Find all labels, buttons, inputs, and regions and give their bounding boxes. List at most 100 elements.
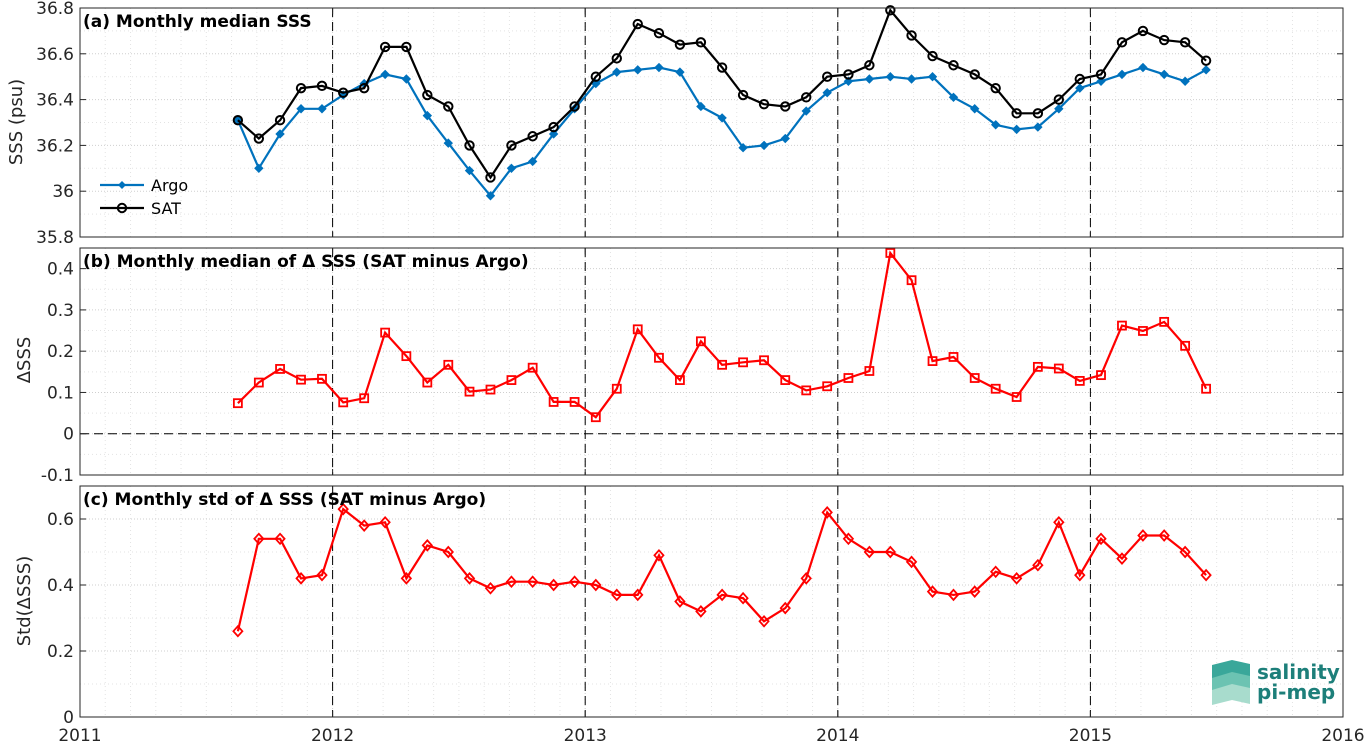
data-point	[780, 375, 791, 385]
data-point	[1138, 326, 1148, 336]
logo-line2: pi-mep	[1257, 680, 1335, 704]
data-point	[274, 115, 286, 126]
data-point	[1011, 124, 1022, 135]
panel-title: (b) Monthly median of Δ SSS (SAT minus A…	[83, 252, 529, 272]
data-point	[612, 67, 622, 77]
data-point	[443, 101, 454, 112]
data-point	[1116, 552, 1128, 565]
data-point	[1011, 392, 1022, 402]
data-point	[295, 572, 307, 585]
data-point	[253, 532, 265, 546]
y-tick-label: 36.2	[36, 136, 74, 156]
data-point	[716, 588, 728, 602]
panel-title: (c) Monthly std of Δ SSS (SAT minus Argo…	[83, 490, 486, 510]
data-point	[653, 548, 665, 562]
legend-label: Argo	[151, 176, 188, 195]
data-point	[990, 383, 1001, 394]
data-point	[506, 163, 517, 174]
data-point	[1032, 361, 1043, 372]
data-point	[484, 581, 497, 595]
legend-label: SAT	[151, 199, 181, 218]
data-point	[970, 104, 980, 114]
y-tick-label: 0.3	[47, 301, 74, 321]
data-point	[359, 393, 370, 404]
data-point	[905, 555, 918, 569]
series-line	[237, 250, 1208, 419]
data-point	[758, 98, 770, 110]
data-point	[506, 375, 517, 385]
data-point	[737, 89, 749, 101]
data-point	[590, 412, 601, 423]
data-point	[548, 397, 559, 407]
data-point	[337, 502, 349, 516]
data-point	[654, 352, 664, 363]
data-point	[906, 275, 917, 286]
data-point	[590, 578, 602, 592]
data-point	[379, 41, 391, 53]
data-point	[296, 374, 306, 385]
axes-border	[79, 7, 1344, 238]
data-point	[358, 519, 370, 532]
data-point	[1095, 532, 1107, 546]
series-sat	[232, 5, 1212, 183]
data-point	[1180, 340, 1191, 351]
y-tick-label: 36.8	[36, 0, 74, 19]
data-point	[759, 140, 769, 151]
data-point	[885, 5, 896, 16]
salinity-pi-mep-logo: salinity pi-mep	[1212, 660, 1340, 705]
data-point	[969, 69, 980, 80]
panel-title: (a) Monthly median SSS	[83, 12, 312, 32]
axes-border	[79, 485, 1344, 718]
data-point	[821, 71, 833, 82]
data-point	[316, 80, 328, 92]
data-point	[464, 140, 475, 151]
data-point	[1053, 363, 1064, 374]
series-argo	[233, 62, 1211, 201]
y-axis-label: Std(ΔSSS)	[14, 556, 35, 647]
data-point	[295, 82, 307, 94]
data-point	[485, 384, 496, 395]
data-point	[1201, 65, 1211, 75]
data-point	[1200, 568, 1212, 582]
data-point	[1116, 37, 1128, 48]
panel-a-monthly-median-sss: 35.8 36 36.2 36.4 36.6 36.8 SSS (psu) (a) Month…	[6, 0, 1344, 248]
data-point	[801, 385, 812, 396]
y-tick-label: 35.8	[36, 228, 74, 248]
data-point	[611, 588, 623, 602]
data-point	[232, 398, 243, 409]
data-point	[464, 386, 475, 397]
data-point	[232, 115, 244, 126]
y-axis-label: SSS (psu)	[6, 79, 27, 165]
data-point	[633, 65, 643, 75]
data-point	[422, 377, 433, 388]
data-point	[527, 362, 538, 373]
data-point	[253, 377, 264, 388]
data-point	[506, 140, 517, 151]
data-point	[275, 129, 285, 139]
data-point	[1074, 375, 1085, 386]
data-point	[716, 62, 728, 73]
data-point	[1180, 76, 1190, 86]
data-point	[1179, 37, 1191, 48]
data-point	[675, 67, 685, 77]
data-point	[779, 601, 791, 615]
x-tick-label: 2012	[311, 726, 354, 745]
data-point	[401, 351, 412, 362]
data-point	[1200, 55, 1212, 66]
data-point	[843, 69, 854, 80]
data-point	[780, 101, 791, 112]
data-point	[463, 572, 476, 585]
data-point	[842, 532, 855, 546]
data-point	[822, 88, 832, 98]
data-point	[317, 373, 327, 384]
y-tick-label: -0.1	[41, 466, 74, 486]
grid	[80, 486, 1343, 718]
data-point	[717, 359, 728, 370]
data-point	[1137, 529, 1149, 542]
data-point	[1011, 108, 1022, 119]
data-point	[317, 104, 327, 114]
data-point	[906, 74, 917, 84]
plot-area	[80, 248, 1343, 475]
series-line	[236, 507, 1207, 632]
y-tick-label: 0.2	[47, 342, 74, 362]
